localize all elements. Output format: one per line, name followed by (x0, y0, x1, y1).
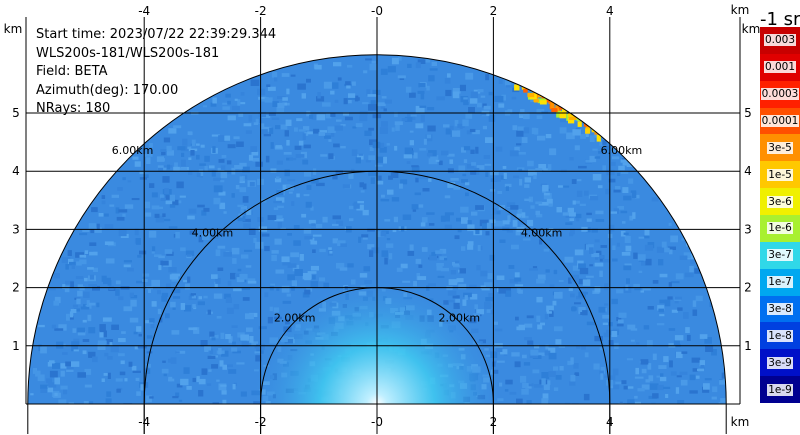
colorbar-label-8: 3e-7 (767, 249, 793, 262)
colorbar-segment-4: 3e-5 (760, 134, 800, 162)
y-tick-left-4: 5 (12, 106, 20, 120)
colorbar-segment-5: 1e-5 (760, 161, 800, 189)
range-ring-label-1-right: 4.00km (521, 226, 563, 239)
colorbar-label-0: 0.003 (763, 34, 797, 47)
range-ring-label-0-right: 2.00km (439, 312, 481, 325)
colorbar-segment-3: 0.0001 (760, 107, 800, 135)
y-tick-right-3: 4 (744, 164, 752, 178)
x-tick-top-0: -4 (138, 4, 150, 18)
x-tick-bottom-3: 2 (490, 415, 498, 429)
colorbar-label-4: 3e-5 (767, 141, 793, 154)
colorbar-label-13: 1e-9 (767, 383, 793, 396)
start-time-text: Start time: 2023/07/22 22:39:29.344 (36, 27, 277, 42)
x-tick-bottom-4: 4 (606, 415, 614, 429)
x-tick-top-3: 2 (490, 4, 498, 18)
x-tick-top-2: -0 (371, 4, 383, 18)
field-text: Field: BETA (36, 64, 108, 79)
y-tick-right-4: 5 (744, 106, 752, 120)
x-unit-top: km (731, 3, 750, 17)
azimuth-text: Azimuth(deg): 170.00 (36, 82, 179, 98)
colorbar-segment-1: 0.001 (760, 53, 800, 81)
y-tick-left-3: 4 (12, 164, 20, 178)
colorbar-label-6: 3e-6 (767, 195, 793, 208)
colorbar-label-10: 3e-8 (767, 303, 793, 316)
range-ring-label-0-left: 2.00km (274, 312, 316, 325)
colorbar: 0.003 0.001 0.0003 0.0001 3e-5 1e-5 3e-6 1e-6 3e… (760, 27, 800, 404)
range-ring-2 (27, 54, 727, 434)
colorbar-label-11: 1e-8 (767, 329, 793, 342)
ppi-plot: 2.00km 2.00km 4.00km 4.00km 6.00km 6.00km -4 -4… (4, 3, 760, 434)
colorbar-segment-6: 3e-6 (760, 188, 800, 216)
colorbar-label-9: 1e-7 (767, 276, 793, 289)
colorbar-segment-11: 1e-8 (760, 322, 800, 350)
colorbar-label-12: 3e-9 (767, 356, 793, 369)
colorbar-segment-0: 0.003 (760, 27, 800, 54)
colorbar-label-1: 0.001 (763, 61, 797, 74)
x-tick-bottom-1: -2 (255, 415, 267, 429)
y-tick-left-0: 1 (12, 339, 20, 353)
y-tick-right-1: 2 (744, 281, 752, 295)
colorbar-segment-7: 1e-6 (760, 215, 800, 242)
range-ring-0 (260, 287, 494, 434)
colorbar-segment-9: 1e-7 (760, 268, 800, 296)
colorbar-label-7: 1e-6 (767, 222, 793, 235)
instrument-text: WLS200s-181/WLS200s-181 (36, 45, 220, 61)
colorbar-segment-12: 3e-9 (760, 349, 800, 377)
colorbar-segment-13: 1e-9 (760, 376, 800, 404)
x-tick-top-1: -2 (255, 4, 267, 18)
y-tick-left-2: 3 (12, 222, 20, 236)
y-unit-right: km (742, 22, 760, 36)
colorbar-label-5: 1e-5 (767, 168, 793, 181)
colorbar-segment-2: 0.0003 (760, 80, 800, 108)
y-tick-right-2: 3 (744, 222, 752, 236)
range-ring-label-2-right: 6.00km (601, 144, 643, 157)
colorbar-segment-10: 3e-8 (760, 295, 800, 323)
range-ring-label-2-left: 6.00km (112, 144, 154, 157)
range-ring-1 (143, 170, 611, 434)
x-tick-bottom-2: -0 (371, 415, 383, 429)
x-unit-bottom: km (731, 415, 750, 429)
colorbar-label-2: 0.0003 (760, 88, 800, 101)
y-tick-right-0: 1 (744, 339, 752, 353)
y-unit-left: km (4, 22, 23, 36)
x-tick-top-4: 4 (606, 4, 614, 18)
colorbar-unit: -1 sr (760, 9, 800, 30)
y-tick-left-1: 2 (12, 281, 20, 295)
nrays-text: NRays: 180 (36, 101, 111, 116)
colorbar-segment-8: 3e-7 (760, 241, 800, 269)
range-ring-label-1-left: 4.00km (192, 226, 234, 239)
scan-info-panel: Start time: 2023/07/22 22:39:29.344 WLS2… (36, 26, 276, 119)
x-tick-bottom-0: -4 (138, 415, 150, 429)
colorbar-label-3: 0.0001 (760, 115, 800, 127)
